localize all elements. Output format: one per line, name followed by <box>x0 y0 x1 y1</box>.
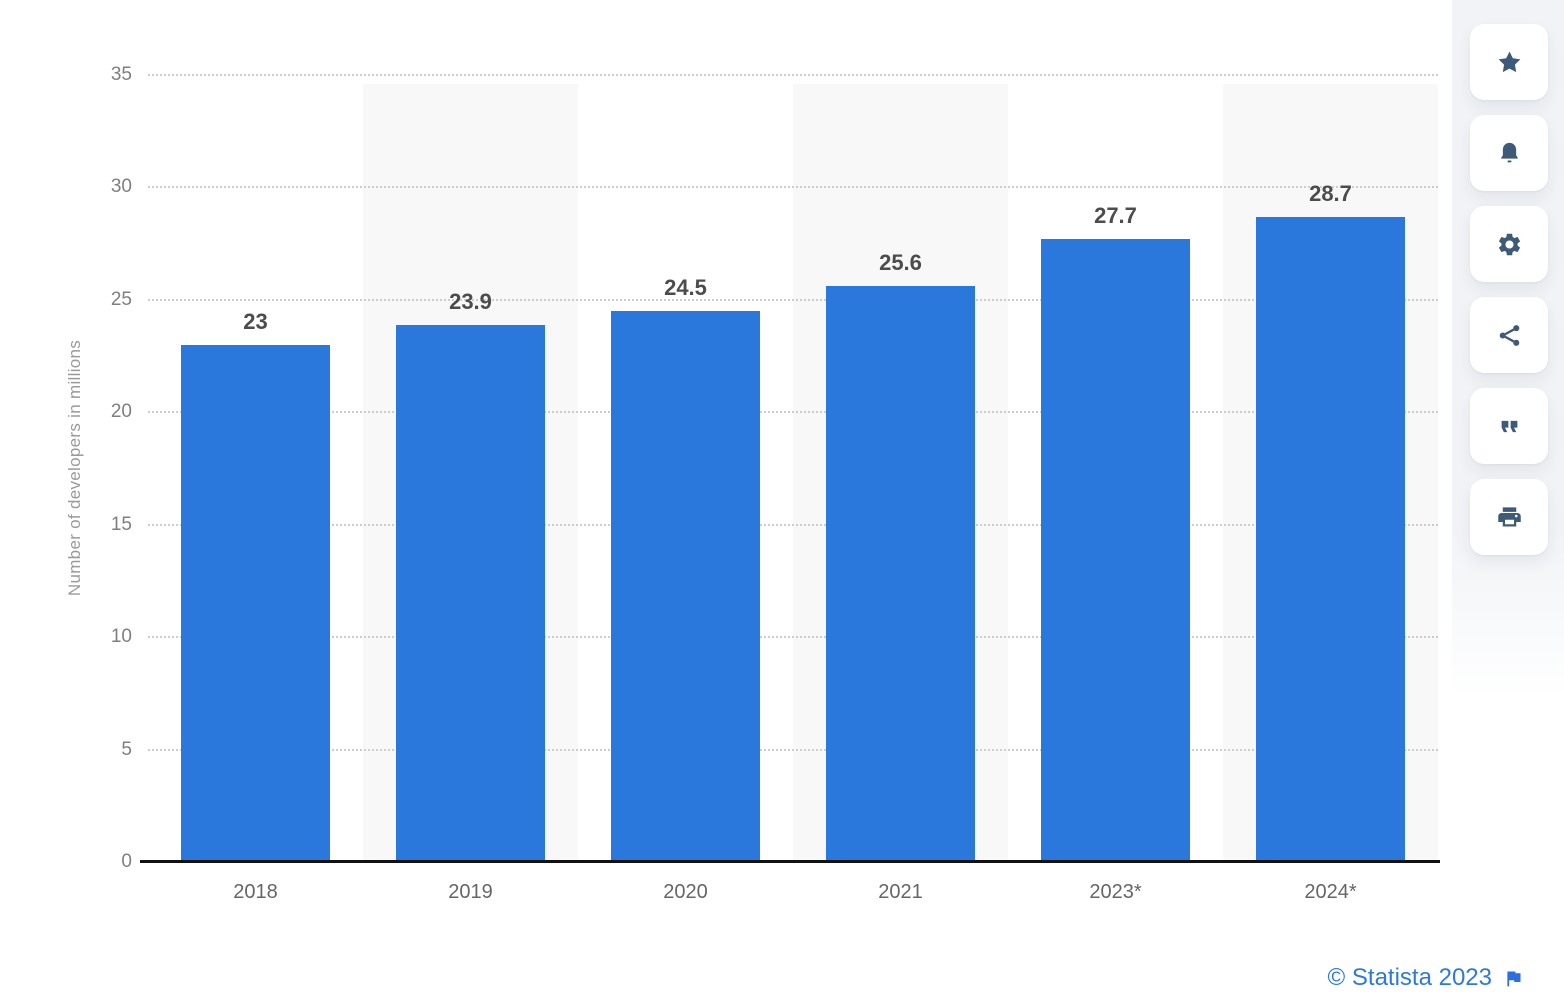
share-button[interactable] <box>1470 297 1548 373</box>
bell-icon <box>1500 142 1518 162</box>
x-axis-label: 2024* <box>1304 881 1357 903</box>
gridline <box>148 748 1438 751</box>
bar-value-label: 23.9 <box>449 288 492 314</box>
bar[interactable] <box>611 311 760 862</box>
share-toolbar <box>1452 0 1564 700</box>
y-tick-label: 15 <box>110 513 132 535</box>
x-axis-line <box>140 860 1440 863</box>
bar-value-label: 25.6 <box>879 250 922 276</box>
bar-value-label: 27.7 <box>1094 203 1137 229</box>
x-axis-label: 2018 <box>233 881 278 903</box>
y-axis-title: Number of developers in millions <box>65 339 84 597</box>
printer-icon <box>1497 506 1521 526</box>
y-tick-label: 5 <box>121 738 132 760</box>
bar[interactable] <box>1041 239 1190 862</box>
gridline <box>148 74 1438 76</box>
favorite-button[interactable] <box>1470 24 1548 100</box>
gridline <box>148 186 1438 189</box>
y-tick-label: 30 <box>110 176 132 198</box>
bar[interactable] <box>826 286 975 862</box>
settings-button[interactable] <box>1470 206 1548 282</box>
share-icon <box>1499 324 1519 346</box>
bar-value-label: 24.5 <box>664 275 707 301</box>
flag-icon <box>1507 971 1521 986</box>
x-axis-label: 2020 <box>663 881 708 903</box>
x-axis-label: 2023* <box>1089 881 1142 903</box>
y-tick-label: 35 <box>110 64 132 85</box>
quote-icon <box>1501 420 1517 432</box>
y-tick-label: 20 <box>110 401 132 423</box>
plot-area: 0 5 10 15 20 25 30 35 23 2018 23.9 2019 24.5 2020 25.6… <box>111 64 1438 903</box>
x-axis-label: 2021 <box>878 881 923 903</box>
statista-credit[interactable]: © Statista 2023 <box>1328 964 1524 992</box>
bar[interactable] <box>181 344 330 862</box>
y-tick-label: 10 <box>110 626 132 648</box>
alerts-button[interactable] <box>1470 115 1548 191</box>
x-axis-label: 2019 <box>448 881 493 903</box>
credit-text[interactable]: © Statista 2023 <box>1327 964 1492 991</box>
bar-value-label: 23 <box>243 308 268 334</box>
cite-button[interactable] <box>1470 388 1548 464</box>
gridline <box>148 523 1438 526</box>
star-icon <box>1498 50 1520 72</box>
gridline <box>148 298 1438 301</box>
print-button[interactable] <box>1470 479 1548 555</box>
bar-value-label: 28.7 <box>1309 180 1352 206</box>
y-tick-label: 0 <box>121 851 132 872</box>
gridline <box>148 636 1438 639</box>
gridline <box>148 411 1438 414</box>
bar[interactable] <box>396 324 545 862</box>
gear-icon <box>1498 233 1520 255</box>
bar[interactable] <box>1256 216 1405 862</box>
y-tick-label: 25 <box>110 288 132 310</box>
